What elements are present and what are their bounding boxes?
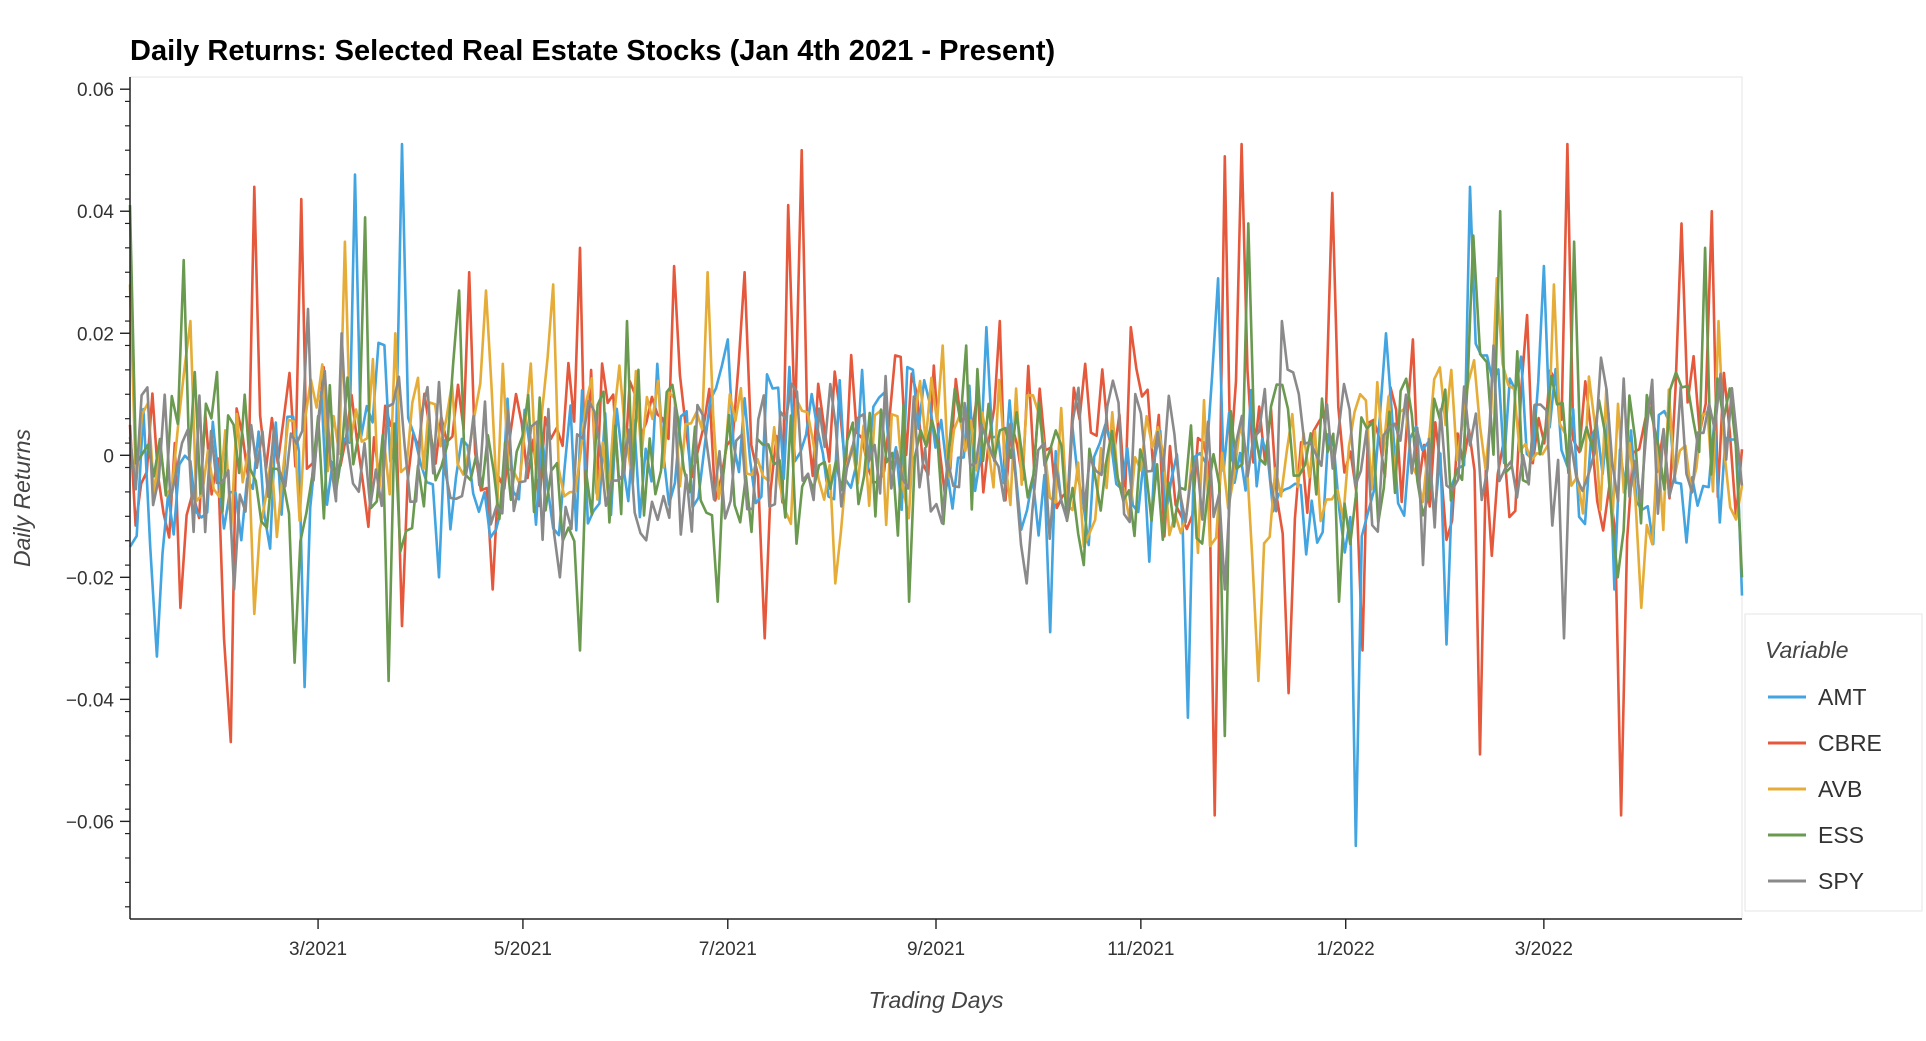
y-tick-label: −0.04 [66,690,115,711]
y-tick-label: −0.02 [66,568,114,589]
chart-title: Daily Returns: Selected Real Estate Stoc… [130,35,1055,67]
legend-box [1744,613,1923,912]
y-axis-title: Daily Returns [9,428,35,567]
y-tick-label: 0.04 [77,202,114,223]
x-tick-label: 7/2021 [699,939,757,960]
legend-label-ess: ESS [1818,822,1864,848]
x-tick-label: 3/2022 [1515,939,1573,960]
x-tick-label: 9/2021 [907,939,965,960]
series-line-amt [128,142,1744,848]
legend-label-avb: AVB [1818,776,1862,802]
legend-label-cbre: CBRE [1818,730,1882,756]
x-tick-label: 11/2021 [1107,939,1174,960]
y-tick-label: 0.06 [77,80,114,101]
y-tick-label: −0.06 [66,812,114,833]
legend-label-spy: SPY [1818,868,1864,894]
x-tick-label: 5/2021 [494,939,552,960]
y-tick-label: 0.02 [77,324,114,345]
x-axis: 3/2021 5/2021 7/2021 9/2021 11/2021 1/2022 3/2… [130,918,1742,960]
legend: Variable AMT CBRE AVB ESS SPY [1744,613,1923,912]
series-line-avb [128,240,1744,683]
series-line-spy [128,307,1744,640]
series-line-ess [128,205,1744,738]
y-tick-label: 0 [103,446,114,467]
series-lines [128,142,1744,848]
x-axis-title: Trading Days [868,987,1004,1013]
legend-label-amt: AMT [1818,684,1867,710]
x-tick-label: 1/2022 [1317,939,1375,960]
y-axis: −0.06 −0.04 −0.02 0 0.02 0.04 0.06 [66,77,131,919]
x-tick-label: 3/2021 [289,939,347,960]
legend-title: Variable [1765,637,1849,663]
